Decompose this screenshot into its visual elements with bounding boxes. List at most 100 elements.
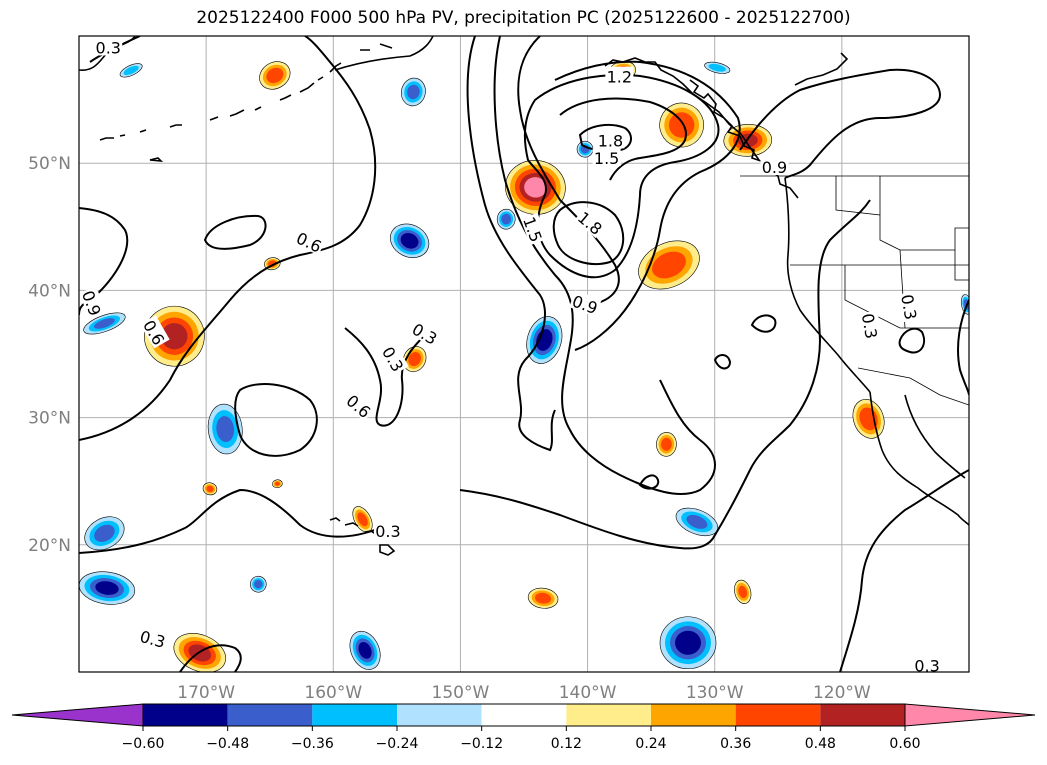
contour-label-bg bbox=[79, 286, 106, 320]
precip-negative-blob bbox=[84, 516, 125, 551]
longitude-labels: 170°W 160°W 150°W 140°W 130°W 120°W bbox=[177, 683, 871, 703]
precip-positive-blob bbox=[259, 61, 291, 90]
contour-label-bg bbox=[913, 655, 942, 672]
contour-label-bg bbox=[760, 157, 789, 176]
contour-label-bg bbox=[342, 389, 376, 422]
precip-positive-blob bbox=[734, 579, 752, 604]
contour-label: 0.3 bbox=[375, 522, 400, 541]
lat-tick-label: 40°N bbox=[28, 281, 71, 301]
contour-label-bg bbox=[137, 625, 169, 651]
contour-label-bg bbox=[859, 310, 883, 342]
lon-tick-label: 160°W bbox=[304, 683, 362, 703]
colorbar-frame bbox=[142, 703, 906, 727]
contour-label: 0.9 bbox=[762, 158, 787, 177]
precip-positive-blob bbox=[527, 587, 559, 609]
pv-contour-0.6-trough bbox=[493, 36, 716, 496]
precip-positive-blob bbox=[144, 305, 205, 367]
contour-label-bg bbox=[379, 341, 409, 376]
alaska-southcoast bbox=[334, 36, 434, 71]
pv-contour-0.9-inner bbox=[554, 60, 741, 351]
lat-tick-label: 20°N bbox=[28, 536, 71, 556]
contour-label: 1.5 bbox=[594, 149, 619, 168]
contour-label-bg bbox=[898, 291, 922, 323]
colorbar-segment bbox=[651, 704, 736, 726]
precip-negative-blob bbox=[207, 403, 243, 455]
contour-label-bg bbox=[605, 66, 634, 85]
pv-contour-0.3-se bbox=[839, 469, 969, 672]
colorbar-segment bbox=[312, 704, 397, 726]
colorbar-segment bbox=[397, 704, 482, 726]
precip-negative-blob bbox=[496, 208, 516, 230]
pv-contour-1.5-n bbox=[559, 97, 687, 181]
colorbar-tick-label: 0.60 bbox=[889, 736, 920, 752]
precip-positive-blob bbox=[659, 102, 704, 148]
baja-coast bbox=[869, 391, 969, 526]
pv-contour-0.6-small bbox=[203, 214, 267, 250]
colorbar-segment bbox=[820, 704, 905, 726]
colorbar-extend-low bbox=[11, 703, 144, 727]
precip-negative-blob bbox=[249, 575, 267, 593]
contour-label-bg bbox=[408, 317, 442, 348]
colorbar-tick-label: 0.24 bbox=[635, 736, 666, 752]
colorbar-tick-label: −0.60 bbox=[122, 736, 165, 752]
precip-negative-blob bbox=[400, 77, 426, 107]
precip-negative-blob bbox=[83, 312, 126, 335]
contour-label: 0.3 bbox=[897, 293, 920, 321]
colorbar-tick-label: 0.36 bbox=[720, 736, 751, 752]
lon-tick-label: 170°W bbox=[177, 683, 235, 703]
us-west-coast bbox=[784, 177, 871, 393]
contour-label: 1.8 bbox=[598, 131, 623, 150]
latitude-labels: 50°N 40°N 30°N 20°N bbox=[28, 154, 71, 556]
pv-contour-0.9-west bbox=[79, 207, 129, 316]
pv-contour-small-2 bbox=[750, 314, 777, 333]
pv-contour-0.3-sw bbox=[179, 644, 242, 672]
pv-contour-0.6-ring bbox=[234, 383, 318, 457]
contour-label: 0.3 bbox=[96, 38, 121, 57]
contour-label: 0.3 bbox=[914, 657, 939, 676]
pv-contour-small-3 bbox=[713, 354, 732, 370]
colorbar-segment bbox=[481, 704, 567, 726]
lon-tick-label: 150°W bbox=[432, 683, 490, 703]
pv-contour-0.3-east bbox=[957, 299, 969, 396]
aleutian-chain bbox=[99, 62, 342, 162]
precipitation-fill bbox=[79, 60, 969, 672]
map-frame bbox=[78, 35, 970, 673]
precip-negative-blob bbox=[389, 223, 430, 258]
lat-tick-label: 30°N bbox=[28, 409, 71, 429]
figure-title: 2025122400 F000 500 hPa PV, precipitatio… bbox=[196, 8, 851, 28]
precip-positive-blob bbox=[272, 479, 283, 489]
pv-contour-small-1 bbox=[638, 474, 660, 490]
colorbar-segment bbox=[143, 704, 228, 726]
map-content: 0.30.60.90.6 0.30.30.60.30.31.21.81.51.81… bbox=[79, 36, 969, 676]
pv-contour-small-4 bbox=[898, 327, 926, 354]
precip-negative-blob bbox=[526, 316, 563, 364]
lon-tick-label: 130°W bbox=[686, 683, 744, 703]
colorbar-segment bbox=[735, 704, 821, 726]
contour-label: 1.2 bbox=[607, 68, 632, 87]
state-border-1 bbox=[835, 176, 955, 251]
contour-label: 0.3 bbox=[858, 312, 881, 340]
colorbar-tick-label: 0.12 bbox=[551, 736, 582, 752]
coastlines bbox=[79, 36, 969, 556]
colorbar-extend-high bbox=[904, 703, 1036, 727]
colorbar: −0.60 −0.48 −0.36 −0.24 −0.12 0.12 0.24 0.36 0.4… bbox=[11, 703, 1036, 752]
contour-label-bg bbox=[574, 206, 608, 239]
pv-contour-0.6-ne bbox=[739, 68, 942, 179]
contour-label-bg bbox=[596, 130, 625, 149]
colorbar-tick-label: 0.48 bbox=[805, 736, 836, 752]
state-border-5 bbox=[954, 227, 969, 281]
ocean-background bbox=[79, 36, 969, 672]
gulf-of-alaska-islands bbox=[604, 57, 760, 161]
contour-label-bg bbox=[293, 227, 327, 256]
pv-contour-0.9-outer bbox=[517, 36, 620, 306]
pv-contour-1.2 bbox=[523, 74, 720, 279]
precip-negative-blob bbox=[119, 63, 143, 78]
pv-contour-0.3-ridge bbox=[459, 199, 871, 550]
lon-tick-label: 140°W bbox=[559, 683, 617, 703]
contour-label-bg bbox=[592, 148, 621, 167]
gulf-of-california bbox=[904, 394, 966, 479]
lat-tick-label: 50°N bbox=[28, 154, 71, 174]
colorbar-segment bbox=[566, 704, 651, 726]
precip-negative-blob bbox=[349, 630, 381, 670]
